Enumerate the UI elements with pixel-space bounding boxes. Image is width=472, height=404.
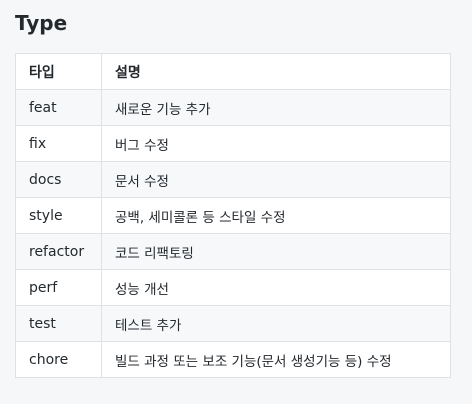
type-cell: feat bbox=[15, 89, 102, 126]
header-description: 설명 bbox=[101, 53, 451, 90]
description-cell: 테스트 추가 bbox=[101, 305, 451, 342]
table-row: perf 성능 개선 bbox=[15, 269, 451, 306]
commit-type-table: 타입 설명 feat 새로운 기능 추가 fix 버그 수정 docs 문서 수… bbox=[15, 53, 451, 378]
table-row: test 테스트 추가 bbox=[15, 305, 451, 342]
table-row: refactor 코드 리팩토링 bbox=[15, 233, 451, 270]
table-row: chore 빌드 과정 또는 보조 기능(문서 생성기능 등) 수정 bbox=[15, 341, 451, 378]
description-cell: 빌드 과정 또는 보조 기능(문서 생성기능 등) 수정 bbox=[101, 341, 451, 378]
section-title: Type bbox=[15, 11, 68, 35]
table-row: style 공백, 세미콜론 등 스타일 수정 bbox=[15, 197, 451, 234]
type-cell: chore bbox=[15, 341, 102, 378]
type-cell: perf bbox=[15, 269, 102, 306]
type-cell: style bbox=[15, 197, 102, 234]
table-row: feat 새로운 기능 추가 bbox=[15, 89, 451, 126]
description-cell: 새로운 기능 추가 bbox=[101, 89, 451, 126]
description-cell: 코드 리팩토링 bbox=[101, 233, 451, 270]
type-cell: test bbox=[15, 305, 102, 342]
type-cell: refactor bbox=[15, 233, 102, 270]
table-row: docs 문서 수정 bbox=[15, 161, 451, 198]
type-cell: fix bbox=[15, 125, 102, 162]
header-type: 타입 bbox=[15, 53, 102, 90]
table-header-row: 타입 설명 bbox=[15, 53, 451, 90]
description-cell: 문서 수정 bbox=[101, 161, 451, 198]
description-cell: 성능 개선 bbox=[101, 269, 451, 306]
table-row: fix 버그 수정 bbox=[15, 125, 451, 162]
type-cell: docs bbox=[15, 161, 102, 198]
description-cell: 공백, 세미콜론 등 스타일 수정 bbox=[101, 197, 451, 234]
description-cell: 버그 수정 bbox=[101, 125, 451, 162]
